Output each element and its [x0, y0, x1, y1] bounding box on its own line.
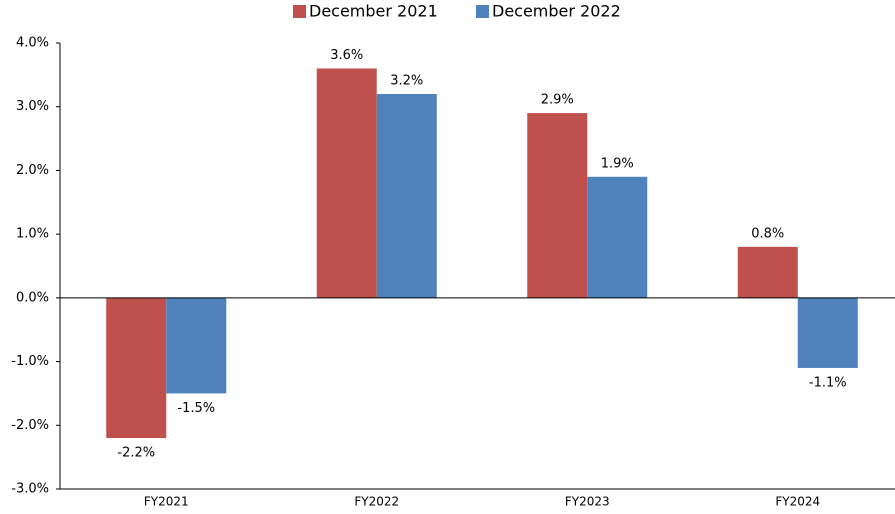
data-label: -1.1% [809, 375, 847, 390]
bar [316, 68, 377, 298]
data-label: 0.8% [751, 226, 784, 241]
legend-label: December 2021 [309, 2, 438, 21]
y-tick-label: -1.0% [11, 354, 49, 369]
bar [166, 297, 227, 394]
legend-label: December 2022 [492, 2, 621, 21]
y-tick-label: 3.0% [16, 99, 49, 114]
data-label: 2.9% [541, 93, 574, 108]
x-tick-label: FY2023 [565, 495, 610, 509]
bar [737, 246, 798, 298]
data-label: 3.6% [330, 48, 363, 63]
bar [587, 176, 648, 298]
bar [376, 93, 437, 298]
x-tick-label: FY2024 [775, 495, 820, 509]
bar [106, 297, 167, 439]
x-tick-label: FY2021 [144, 495, 189, 509]
legend-swatch [293, 5, 306, 18]
data-label: -2.2% [117, 446, 155, 461]
y-tick-label: -2.0% [11, 418, 49, 433]
data-label: 3.2% [390, 73, 423, 88]
x-tick-label: FY2022 [354, 495, 399, 509]
y-tick-label: 1.0% [16, 227, 49, 242]
bar [797, 297, 858, 368]
data-label: 1.9% [601, 156, 634, 171]
y-tick-label: 0.0% [16, 290, 49, 305]
y-tick-label: 4.0% [16, 36, 49, 51]
data-label: -1.5% [177, 401, 215, 416]
bar [527, 113, 588, 298]
y-tick-label: -3.0% [11, 482, 49, 497]
y-tick-label: 2.0% [16, 163, 49, 178]
legend-swatch [476, 5, 489, 18]
